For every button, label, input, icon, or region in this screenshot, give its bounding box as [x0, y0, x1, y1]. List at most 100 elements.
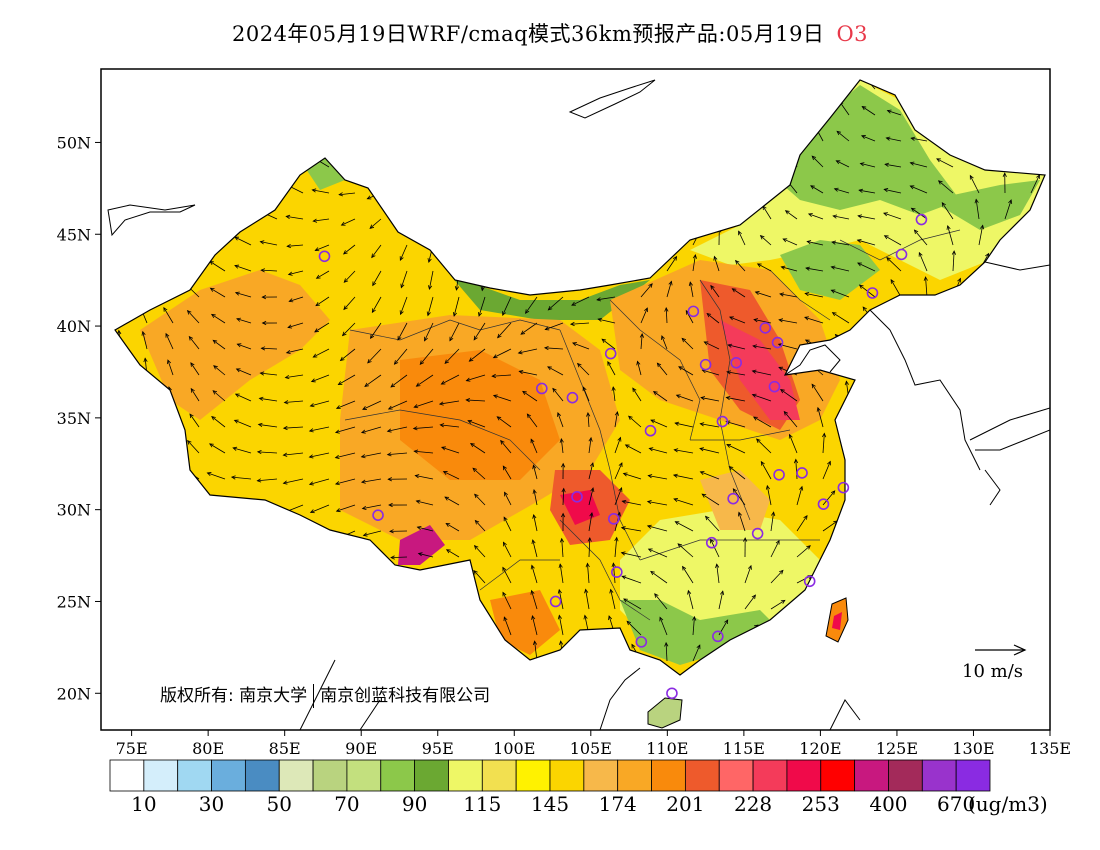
wind-arrow: [438, 400, 460, 406]
wind-arrow: [756, 263, 772, 272]
wind-arrow: [978, 515, 989, 532]
wind-arrow: [544, 322, 564, 331]
lat-tick-label: 45N: [57, 225, 91, 244]
wind-arrow: [362, 400, 382, 410]
wind-arrow: [622, 472, 642, 480]
wind-arrow: [366, 103, 382, 116]
wind-arrow: [266, 149, 278, 168]
lat-tick-label: 30N: [57, 501, 91, 520]
wind-arrow: [1004, 396, 1021, 402]
wind-arrow: [784, 210, 798, 220]
wind-arrow: [335, 400, 356, 410]
lon-tick-label: 100E: [493, 739, 535, 758]
wind-arrow: [547, 296, 564, 311]
wind-arrow: [988, 81, 1006, 90]
lat-tick-label: 35N: [57, 409, 91, 428]
wind-arrow: [969, 174, 980, 194]
wind-arrow: [1030, 174, 1040, 194]
copyright-part1: 版权所有: 南京大学: [160, 686, 308, 706]
wind-arrow: [414, 474, 434, 480]
wind-arrow: [390, 374, 408, 388]
wind-arrow: [186, 309, 200, 324]
wind-arrow: [285, 348, 304, 355]
wind-arrow: [632, 387, 642, 402]
wind-arrow: [673, 448, 694, 454]
wind-scale-label: 10 m/s: [962, 661, 1023, 682]
wind-arrow: [1030, 369, 1045, 376]
wind-arrow: [682, 565, 694, 584]
colorbar-label: 201: [666, 792, 705, 816]
wind-arrow: [369, 218, 382, 229]
wind-arrow: [867, 329, 876, 350]
axis-ticks: 75E 80E 85E 90E 95E 100E 105E 110E 115E 120E 125E 1…: [57, 133, 1071, 758]
wind-arrow: [362, 530, 382, 537]
wind-arrow: [1004, 421, 1020, 428]
wind-arrow: [312, 218, 330, 223]
wind-arrow: [1030, 318, 1045, 324]
colorbar-swatch: [651, 759, 686, 792]
wind-arrow: [442, 471, 460, 480]
wind-arrow: [1030, 146, 1035, 168]
wind-arrow: [586, 411, 591, 428]
wind-arrow: [138, 148, 148, 168]
wind-arrow: [524, 114, 538, 127]
wind-arrow: [185, 608, 200, 625]
wind-arrow: [387, 400, 408, 410]
wind-arrow: [289, 660, 304, 671]
wind-arrow: [204, 501, 226, 507]
wind-arrow: [165, 437, 174, 454]
colorbar-swatch: [481, 759, 517, 792]
wind-arrow: [937, 180, 954, 194]
wind-arrow: [673, 497, 694, 506]
wind-arrow: [115, 518, 122, 532]
copyright-notice: 版权所有: 南京大学 南京创蓝科技有限公司: [160, 681, 490, 708]
wind-arrow: [424, 322, 434, 342]
wind-arrow: [471, 114, 486, 122]
wind-arrow: [600, 166, 616, 182]
wind-arrow: [119, 356, 124, 376]
wind-arrow: [765, 176, 772, 194]
wind-arrow: [223, 94, 228, 116]
wind-arrow: [874, 381, 883, 402]
wind-arrow: [503, 541, 512, 558]
station-marker: [372, 509, 384, 521]
wind-arrow: [468, 348, 486, 362]
wind-arrow: [186, 634, 200, 652]
colorbar-swatch: [244, 759, 280, 792]
wind-arrow: [492, 394, 512, 402]
wind-arrow: [574, 270, 590, 285]
wind-arrow: [415, 499, 434, 506]
wind-arrow: [543, 345, 564, 351]
wind-arrow: [737, 511, 746, 532]
wind-arrow: [659, 616, 668, 636]
wind-arrow: [752, 344, 772, 350]
wind-arrow: [117, 463, 122, 480]
wind-arrow: [692, 135, 714, 142]
wind-arrow: [587, 537, 592, 558]
wind-arrow: [744, 654, 760, 662]
wind-arrow: [780, 389, 798, 402]
wind-arrow: [1021, 98, 1032, 116]
wind-arrow: [526, 413, 538, 428]
wind-arrow: [715, 563, 720, 584]
wind-arrow: [874, 602, 891, 610]
wind-arrow: [535, 666, 540, 675]
wind-arrow: [822, 490, 836, 506]
wind-arrow: [340, 218, 356, 226]
station-marker: [604, 347, 617, 360]
colorbar-swatch: [312, 759, 348, 792]
wind-arrow: [237, 582, 252, 599]
wind-arrow: [339, 659, 356, 665]
wind-arrow: [561, 666, 566, 675]
wind-arrow: [312, 348, 330, 358]
wind-arrow: [298, 94, 304, 116]
wind-arrow: [611, 562, 616, 584]
wind-arrow: [672, 473, 694, 480]
wind-arrow: [371, 296, 382, 314]
wind-arrow: [771, 683, 786, 687]
wind-arrow: [156, 608, 174, 622]
wind-arrow: [140, 463, 148, 480]
wind-arrow: [475, 166, 486, 182]
wind-arrow: [639, 333, 644, 350]
wind-arrow: [400, 270, 408, 289]
